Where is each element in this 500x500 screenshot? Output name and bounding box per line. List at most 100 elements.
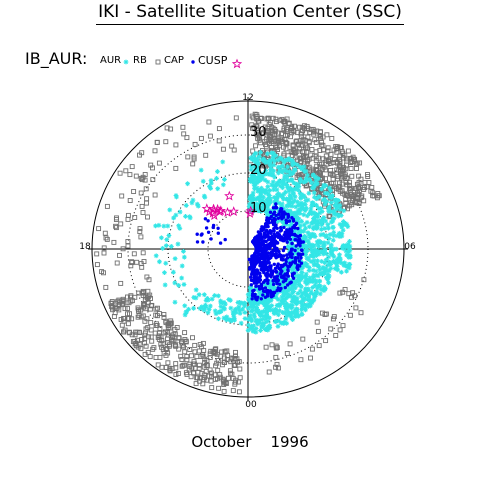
point-rb bbox=[132, 338, 138, 344]
point-rb bbox=[325, 145, 331, 151]
point-aur bbox=[259, 200, 265, 206]
point-cap bbox=[265, 261, 270, 265]
point-cap bbox=[216, 226, 220, 230]
point-aur bbox=[293, 245, 299, 251]
point-rb bbox=[183, 338, 189, 344]
point-rb bbox=[325, 148, 331, 154]
point-rb bbox=[113, 217, 119, 222]
point-rb bbox=[125, 216, 131, 222]
point-rb bbox=[145, 214, 150, 220]
point-cap bbox=[295, 234, 300, 238]
point-cap bbox=[195, 232, 199, 236]
point-rb bbox=[357, 160, 363, 166]
point-aur bbox=[259, 205, 265, 211]
point-cap bbox=[254, 278, 259, 283]
point-aur bbox=[271, 158, 277, 164]
point-aur bbox=[318, 206, 324, 211]
legend-marker-aur bbox=[123, 59, 129, 65]
point-rb bbox=[266, 369, 272, 375]
point-aur bbox=[280, 169, 285, 175]
point-aur bbox=[305, 243, 311, 249]
point-aur bbox=[173, 193, 179, 198]
point-aur bbox=[313, 182, 318, 188]
point-cap bbox=[285, 253, 289, 257]
point-aur bbox=[248, 308, 254, 314]
point-aur bbox=[240, 306, 245, 312]
point-aur bbox=[235, 300, 241, 305]
point-aur bbox=[283, 222, 289, 228]
point-aur bbox=[290, 283, 295, 289]
point-rb bbox=[270, 131, 276, 137]
point-aur bbox=[318, 287, 324, 292]
point-aur bbox=[300, 298, 306, 304]
point-rb bbox=[215, 367, 221, 373]
point-aur bbox=[265, 171, 271, 177]
point-aur bbox=[273, 153, 279, 159]
point-aur bbox=[285, 244, 291, 249]
point-rb bbox=[346, 203, 352, 209]
point-rb bbox=[291, 123, 297, 129]
point-aur bbox=[266, 297, 271, 302]
point-aur bbox=[205, 310, 211, 316]
point-aur bbox=[270, 154, 276, 160]
point-cap bbox=[281, 280, 286, 284]
point-aur bbox=[254, 195, 260, 201]
point-aur bbox=[325, 276, 331, 282]
point-aur bbox=[203, 302, 208, 308]
point-aur bbox=[293, 204, 299, 210]
legend-markers bbox=[123, 58, 243, 69]
point-aur bbox=[283, 189, 288, 195]
point-aur bbox=[279, 294, 285, 300]
point-cap bbox=[300, 252, 305, 256]
point-aur bbox=[280, 185, 286, 191]
point-aur bbox=[284, 197, 290, 202]
point-aur bbox=[199, 304, 205, 310]
point-aur bbox=[342, 243, 348, 249]
point-cap bbox=[272, 262, 276, 266]
point-rb bbox=[322, 312, 328, 317]
point-rb bbox=[178, 338, 184, 344]
point-aur bbox=[265, 184, 271, 190]
point-aur bbox=[208, 185, 214, 191]
point-aur bbox=[315, 241, 321, 247]
point-aur bbox=[301, 248, 307, 254]
point-aur bbox=[337, 259, 343, 265]
point-aur bbox=[292, 310, 298, 316]
point-rb bbox=[126, 315, 132, 321]
point-rb bbox=[209, 385, 215, 391]
point-rb bbox=[203, 152, 209, 158]
point-aur bbox=[256, 296, 262, 302]
point-aur bbox=[305, 292, 310, 298]
point-cap bbox=[278, 238, 283, 242]
point-rb bbox=[347, 312, 353, 318]
point-aur bbox=[195, 203, 201, 209]
point-aur bbox=[327, 232, 333, 237]
mlt-label-12: 12 bbox=[242, 93, 253, 103]
point-rb bbox=[139, 177, 145, 183]
point-aur bbox=[314, 211, 319, 217]
point-aur bbox=[311, 185, 317, 191]
point-aur bbox=[185, 181, 190, 187]
point-aur bbox=[156, 222, 162, 228]
point-aur bbox=[171, 215, 176, 221]
point-aur bbox=[254, 185, 260, 191]
point-rb bbox=[149, 338, 155, 344]
point-aur bbox=[293, 249, 299, 255]
point-cap bbox=[271, 282, 276, 287]
point-aur bbox=[181, 254, 187, 260]
point-aur bbox=[314, 239, 320, 245]
point-rb bbox=[231, 147, 237, 153]
point-aur bbox=[291, 180, 297, 186]
point-rb bbox=[101, 270, 106, 276]
point-rb bbox=[237, 375, 243, 381]
series-cusp bbox=[201, 190, 256, 221]
point-aur bbox=[220, 300, 226, 306]
point-aur bbox=[248, 163, 254, 169]
point-cap bbox=[292, 224, 296, 228]
point-rb bbox=[96, 226, 102, 232]
point-rb bbox=[284, 351, 290, 356]
point-aur bbox=[298, 288, 303, 294]
point-aur bbox=[311, 273, 317, 279]
point-cap bbox=[259, 246, 263, 251]
point-aur bbox=[253, 308, 259, 313]
